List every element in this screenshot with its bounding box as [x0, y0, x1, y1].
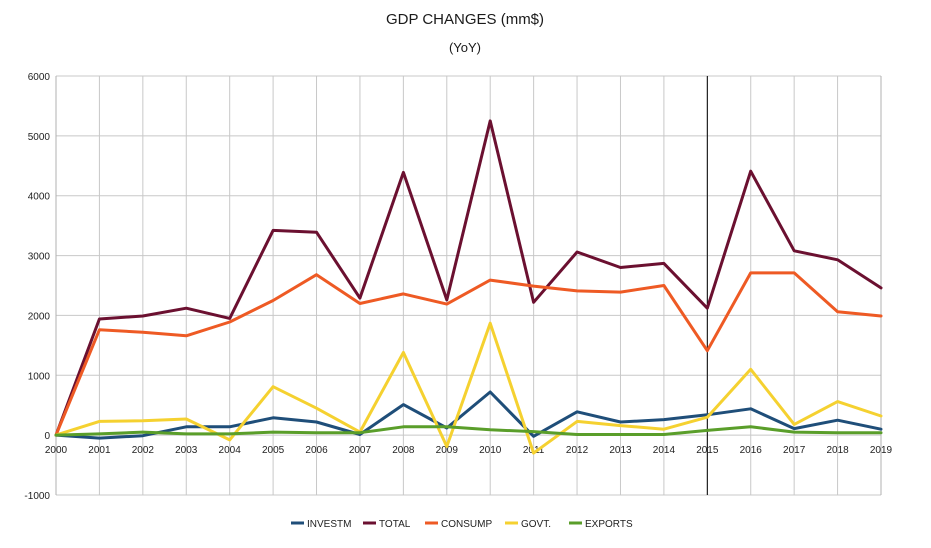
- x-tick-label: 2012: [566, 445, 589, 456]
- y-tick-label: -1000: [24, 491, 50, 502]
- series-lines: [54, 119, 883, 455]
- x-tick-label: 2001: [88, 445, 111, 456]
- series-line-govt: [54, 321, 883, 455]
- legend-item: GOVT.: [505, 519, 551, 530]
- x-tick-label: 2014: [653, 445, 676, 456]
- legend-item: EXPORTS: [569, 519, 633, 530]
- series-line-investm: [54, 390, 883, 440]
- y-tick-label: 2000: [28, 311, 51, 322]
- x-tick-label: 2010: [479, 445, 502, 456]
- chart-subtitle: (YoY): [449, 40, 481, 55]
- legend: INVESTM TOTAL CONSUMP GOVT. EXPORTS: [291, 519, 633, 530]
- y-tick-label: 0: [44, 431, 50, 442]
- y-tick-label: 6000: [28, 72, 51, 83]
- x-tick-label: 2006: [305, 445, 328, 456]
- series-line-exports: [54, 425, 883, 437]
- series-line-total: [54, 119, 883, 437]
- x-tick-label: 2002: [132, 445, 155, 456]
- legend-label: TOTAL: [379, 519, 411, 530]
- legend-label: GOVT.: [521, 519, 551, 530]
- legend-label: CONSUMP: [441, 519, 492, 530]
- legend-item: CONSUMP: [425, 519, 492, 530]
- x-tick-label: 2013: [609, 445, 632, 456]
- legend-label: EXPORTS: [585, 519, 633, 530]
- y-tick-label: 5000: [28, 132, 51, 143]
- x-tick-label: 2008: [392, 445, 415, 456]
- x-tick-label: 2007: [349, 445, 372, 456]
- x-tick-label: 2017: [783, 445, 806, 456]
- legend-item: TOTAL: [363, 519, 411, 530]
- y-tick-label: 4000: [28, 192, 51, 203]
- chart-title: GDP CHANGES (mm$): [386, 11, 544, 28]
- y-tick-label: 1000: [28, 371, 51, 382]
- legend-label: INVESTM: [307, 519, 351, 530]
- x-tick-label: 2018: [826, 445, 849, 456]
- x-tick-label: 2016: [740, 445, 763, 456]
- series-line-consump: [54, 271, 883, 437]
- legend-item: INVESTM: [291, 519, 351, 530]
- x-tick-label: 2003: [175, 445, 198, 456]
- x-tick-label: 2004: [219, 445, 242, 456]
- x-tick-label: 2005: [262, 445, 285, 456]
- y-tick-label: 3000: [28, 252, 51, 263]
- x-tick-label: 2009: [436, 445, 459, 456]
